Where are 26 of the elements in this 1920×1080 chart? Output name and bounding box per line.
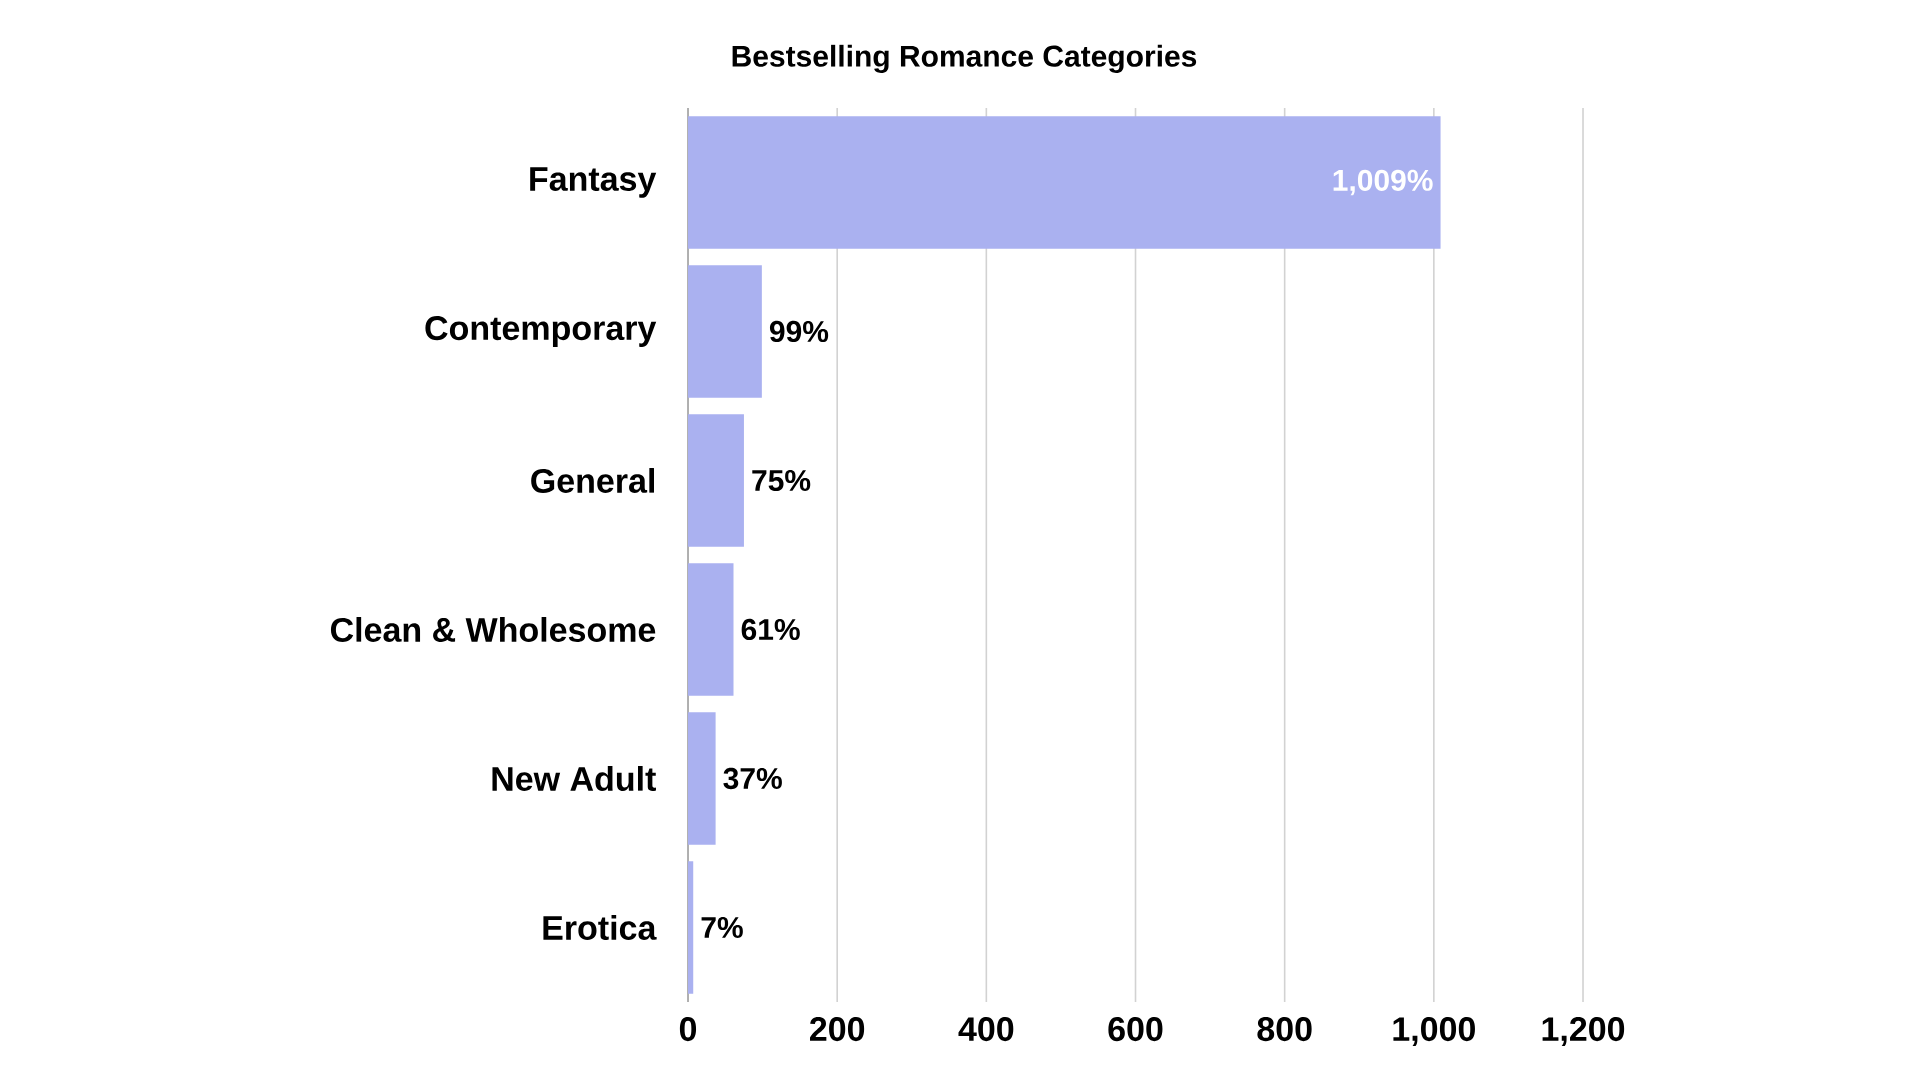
bar bbox=[688, 563, 734, 696]
data-label: 7% bbox=[701, 916, 743, 939]
x-tick-label: 200 bbox=[810, 1017, 865, 1042]
x-tick-label: 600 bbox=[1108, 1017, 1163, 1042]
x-tick-label: 1,200 bbox=[1542, 1017, 1625, 1047]
bar bbox=[688, 414, 744, 547]
bar bbox=[688, 712, 716, 845]
bar bbox=[688, 116, 1441, 249]
y-tick-label: New Adult bbox=[492, 766, 656, 791]
y-tick-label: General bbox=[531, 468, 654, 493]
x-tick-label: 400 bbox=[958, 1017, 1014, 1042]
x-tick-label: 1,000 bbox=[1393, 1017, 1475, 1047]
x-tick-label: 0 bbox=[679, 1017, 697, 1042]
y-tick-label: Clean & Wholesome bbox=[330, 617, 656, 642]
data-label: 75% bbox=[752, 469, 811, 492]
x-tick-label: 800 bbox=[1257, 1017, 1312, 1042]
bar bbox=[688, 861, 694, 994]
chart-title: Bestselling Romance Categories bbox=[732, 44, 1197, 73]
bar bbox=[688, 265, 762, 398]
y-tick-label: Erotica bbox=[543, 915, 657, 940]
data-label: 61% bbox=[741, 618, 800, 641]
y-tick-label: Contemporary bbox=[425, 316, 657, 347]
data-label: 99% bbox=[769, 320, 829, 343]
data-label: 37% bbox=[723, 767, 782, 790]
y-tick-label: Fantasy bbox=[530, 167, 657, 198]
data-label: 1,009% bbox=[1333, 169, 1433, 196]
